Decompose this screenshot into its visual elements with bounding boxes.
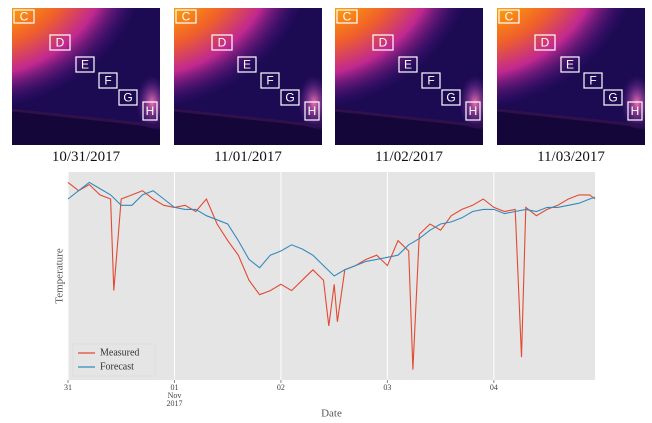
- image-caption: 11/03/2017: [537, 149, 605, 166]
- region-label: H: [308, 104, 317, 118]
- figure-canvas: CDEFGHCDEFGHCDEFGHCDEFGHMeasuredForecast…: [0, 0, 652, 423]
- region-label: C: [182, 10, 191, 24]
- region-label: H: [146, 104, 155, 118]
- region-label: C: [20, 10, 29, 24]
- figure: CDEFGHCDEFGHCDEFGHCDEFGHMeasuredForecast…: [0, 0, 652, 423]
- region-label: F: [589, 74, 596, 88]
- region-label: C: [343, 10, 352, 24]
- region-label: F: [104, 74, 111, 88]
- x-tick-label: 03: [383, 384, 391, 392]
- x-axis-label: Date: [321, 408, 342, 420]
- image-caption: 11/02/2017: [375, 149, 443, 166]
- y-axis-label: Temperature: [54, 248, 66, 304]
- region-label: E: [566, 58, 574, 72]
- x-tick-label: 02: [277, 384, 285, 392]
- legend-label: Forecast: [100, 361, 134, 372]
- region-label: C: [505, 10, 514, 24]
- thermal-image: C D E FGH: [0, 0, 168, 145]
- region-label: G: [608, 91, 617, 105]
- region-label: D: [218, 36, 227, 50]
- region-label: D: [56, 36, 65, 50]
- region-label: G: [285, 91, 294, 105]
- region-label: G: [123, 91, 132, 105]
- region-label: D: [379, 36, 388, 50]
- x-tick-label: 31: [64, 384, 72, 392]
- legend-label: Measured: [100, 347, 139, 358]
- x-tick-label: 01 Nov 2017: [166, 384, 182, 408]
- image-caption: 10/31/2017: [52, 149, 120, 166]
- x-tick-label: 04: [490, 384, 498, 392]
- region-label: E: [81, 58, 89, 72]
- image-caption: 11/01/2017: [214, 149, 282, 166]
- region-label: F: [427, 74, 434, 88]
- region-label: H: [469, 104, 478, 118]
- region-label: D: [541, 36, 550, 50]
- region-label: H: [631, 104, 640, 118]
- region-label: G: [446, 91, 455, 105]
- region-label: E: [404, 58, 412, 72]
- region-label: E: [243, 58, 251, 72]
- region-label: F: [266, 74, 273, 88]
